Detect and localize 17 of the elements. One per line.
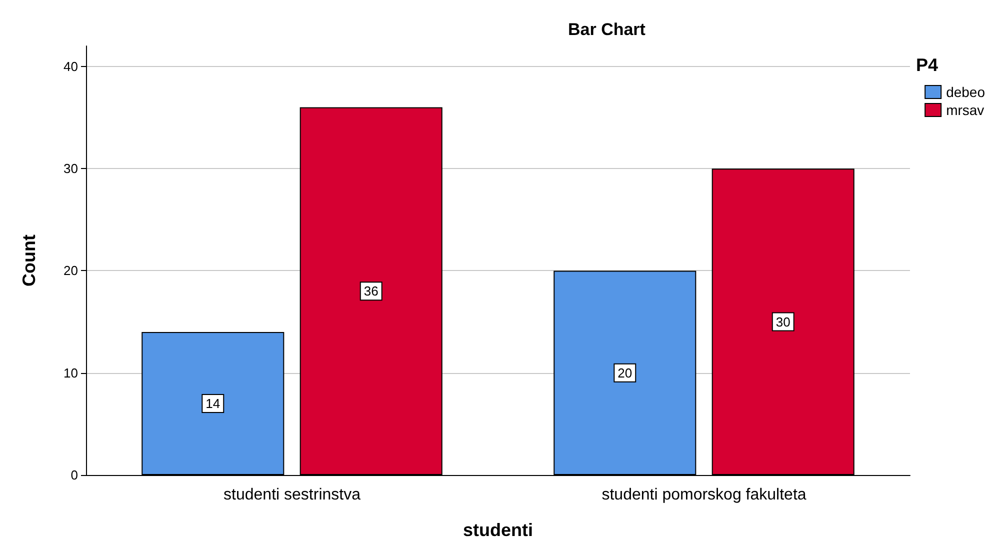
x-tick-label: studenti pomorskog fakulteta — [602, 486, 806, 504]
legend-label: debeo — [946, 84, 986, 100]
y-tick-label: 40 — [64, 58, 78, 74]
data-label: 14 — [206, 396, 220, 411]
y-tick-label: 20 — [64, 263, 78, 278]
x-tick-label: studenti sestrinstva — [224, 486, 361, 504]
legend-title: P4 — [916, 55, 938, 75]
y-axis-title: Count — [19, 234, 39, 286]
legend-label: mrsav — [946, 102, 984, 118]
y-tick-label: 30 — [64, 161, 78, 176]
data-label: 20 — [618, 365, 632, 380]
y-tick-label: 0 — [70, 468, 78, 482]
data-label: 36 — [364, 284, 378, 299]
x-axis-title: studenti — [463, 520, 533, 540]
chart-title: Bar Chart — [568, 20, 646, 39]
data-label: 30 — [776, 314, 790, 330]
y-tick-label: 10 — [64, 365, 78, 380]
